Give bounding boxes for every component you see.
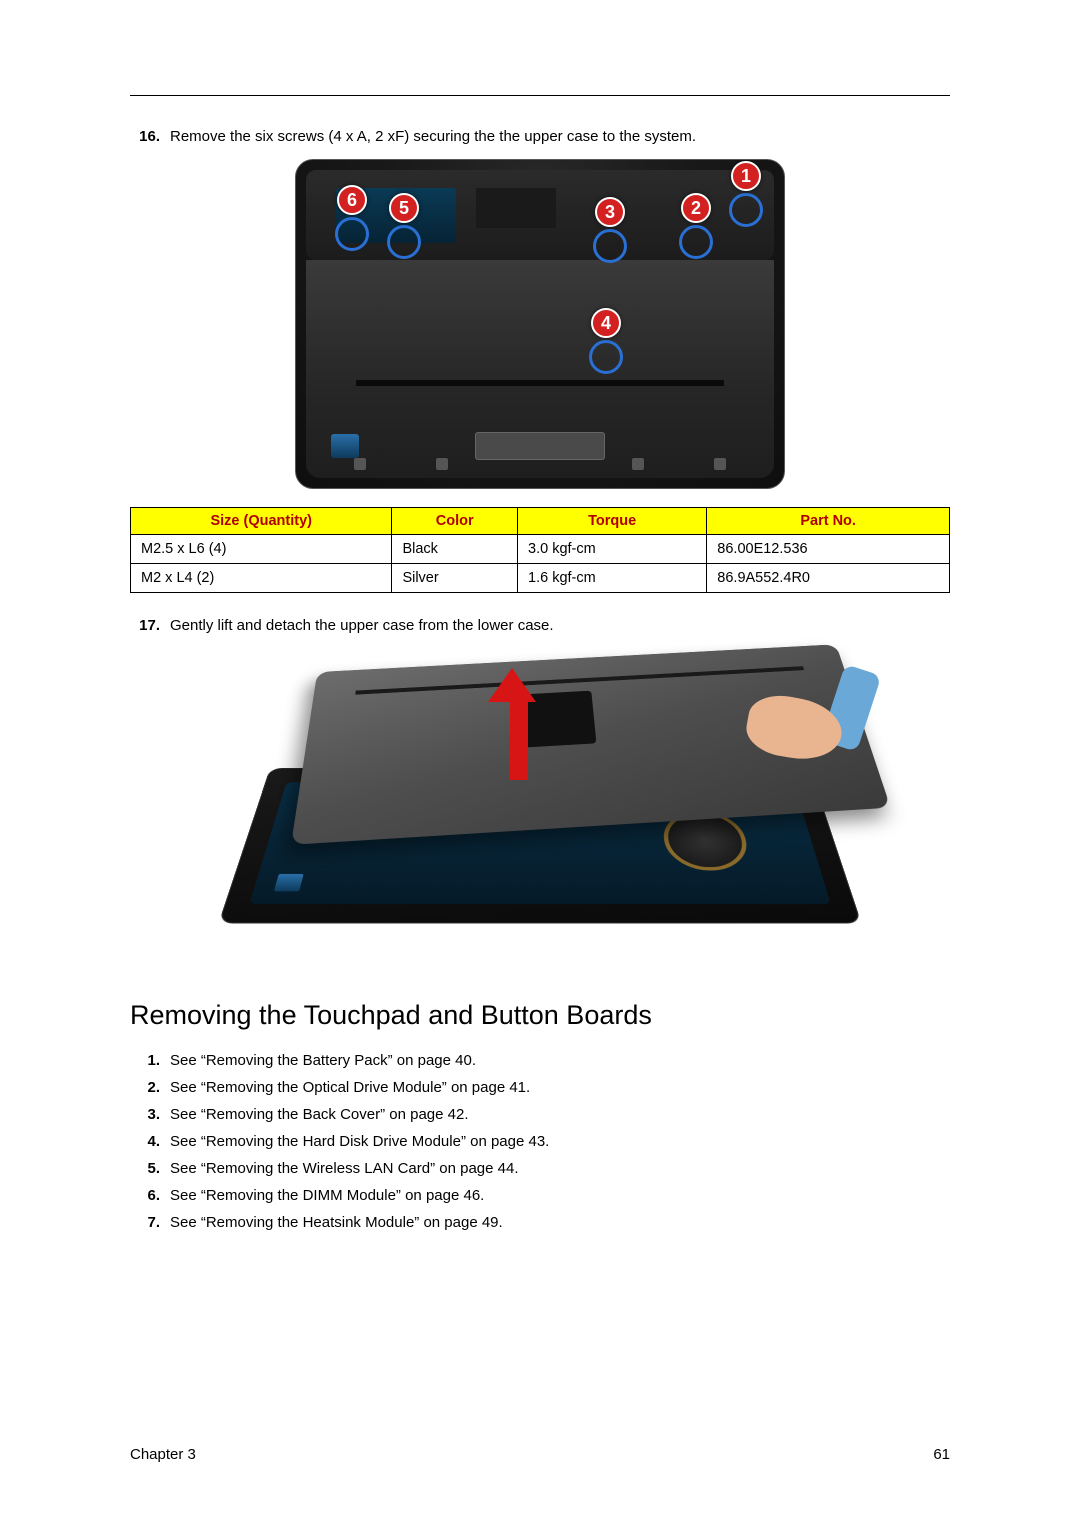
list-item: 5.See “Removing the Wireless LAN Card” o…: [130, 1155, 950, 1182]
figure-upper-case-screws: 123456: [295, 159, 785, 489]
page-footer: Chapter 3 61: [130, 1446, 950, 1463]
callout-1: 1: [731, 161, 761, 191]
footer-page-number: 61: [933, 1446, 950, 1463]
list-item-number: 2.: [130, 1079, 170, 1096]
callout-5: 5: [389, 193, 419, 223]
bumper: [632, 458, 644, 470]
table-cell: 3.0 kgf-cm: [518, 535, 707, 564]
step-number: 17.: [130, 615, 170, 636]
cpu-sticker: [331, 434, 359, 458]
list-item: 2.See “Removing the Optical Drive Module…: [130, 1074, 950, 1101]
table-cell: M2 x L4 (2): [131, 564, 392, 593]
step-text: Gently lift and detach the upper case fr…: [170, 615, 950, 636]
list-item-number: 1.: [130, 1052, 170, 1069]
table-row: M2.5 x L6 (4)Black3.0 kgf-cm86.00E12.536: [131, 535, 950, 564]
figure-1-wrap: 123456: [130, 159, 950, 489]
list-item-text: See “Removing the Hard Disk Drive Module…: [170, 1133, 549, 1150]
list-item-number: 5.: [130, 1160, 170, 1177]
screw-spec-table: Size (Quantity)ColorTorquePart No. M2.5 …: [130, 507, 950, 593]
cpu-sticker: [274, 874, 304, 891]
bumper: [354, 458, 366, 470]
list-item-text: See “Removing the Wireless LAN Card” on …: [170, 1160, 519, 1177]
palmrest: [306, 260, 774, 478]
screw-ring-4: [589, 340, 623, 374]
hand: [743, 690, 847, 766]
step-16: 16. Remove the six screws (4 x A, 2 xF) …: [130, 126, 950, 147]
list-item-number: 6.: [130, 1187, 170, 1204]
touchpad-button-area: [475, 432, 605, 460]
list-item: 4.See “Removing the Hard Disk Drive Modu…: [130, 1128, 950, 1155]
bumper: [714, 458, 726, 470]
step-number: 16.: [130, 126, 170, 147]
list-item-number: 4.: [130, 1133, 170, 1150]
callout-4: 4: [591, 308, 621, 338]
list-item-text: See “Removing the Battery Pack” on page …: [170, 1052, 476, 1069]
screw-ring-6: [335, 217, 369, 251]
list-item-text: See “Removing the Optical Drive Module” …: [170, 1079, 530, 1096]
list-item-number: 7.: [130, 1214, 170, 1231]
table-cell: Black: [392, 535, 518, 564]
screw-ring-5: [387, 225, 421, 259]
table-header-cell: Part No.: [707, 508, 950, 535]
screw-ring-3: [593, 229, 627, 263]
list-item: 6.See “Removing the DIMM Module” on page…: [130, 1182, 950, 1209]
table-header-cell: Torque: [518, 508, 707, 535]
prerequisite-list: 1.See “Removing the Battery Pack” on pag…: [130, 1047, 950, 1236]
list-item: 7.See “Removing the Heatsink Module” on …: [130, 1209, 950, 1236]
screw-ring-1: [729, 193, 763, 227]
table-header-cell: Size (Quantity): [131, 508, 392, 535]
callout-6: 6: [337, 185, 367, 215]
list-item-text: See “Removing the DIMM Module” on page 4…: [170, 1187, 484, 1204]
hand-graphic: [730, 668, 870, 768]
screw-ring-2: [679, 225, 713, 259]
section-heading: Removing the Touchpad and Button Boards: [130, 1000, 950, 1031]
page-content: 16. Remove the six screws (4 x A, 2 xF) …: [0, 0, 1080, 1236]
list-item-text: See “Removing the Back Cover” on page 42…: [170, 1106, 469, 1123]
footer-chapter: Chapter 3: [130, 1446, 196, 1463]
step-17: 17. Gently lift and detach the upper cas…: [130, 615, 950, 636]
bumper: [436, 458, 448, 470]
pcb-mid: [476, 188, 556, 228]
figure-2-wrap: [130, 648, 950, 968]
lift-arrow-icon: [503, 668, 536, 780]
list-item-number: 3.: [130, 1106, 170, 1123]
table-cell: 86.9A552.4R0: [707, 564, 950, 593]
figure-lift-upper-case: [230, 648, 850, 968]
callout-3: 3: [595, 197, 625, 227]
table-header-cell: Color: [392, 508, 518, 535]
step-text: Remove the six screws (4 x A, 2 xF) secu…: [170, 126, 950, 147]
table-cell: 86.00E12.536: [707, 535, 950, 564]
top-rule: [130, 95, 950, 96]
list-item-text: See “Removing the Heatsink Module” on pa…: [170, 1214, 503, 1231]
keyboard-slot: [356, 380, 724, 386]
table-cell: Silver: [392, 564, 518, 593]
callout-2: 2: [681, 193, 711, 223]
table-cell: 1.6 kgf-cm: [518, 564, 707, 593]
list-item: 1.See “Removing the Battery Pack” on pag…: [130, 1047, 950, 1074]
list-item: 3.See “Removing the Back Cover” on page …: [130, 1101, 950, 1128]
table-cell: M2.5 x L6 (4): [131, 535, 392, 564]
table-row: M2 x L4 (2)Silver1.6 kgf-cm86.9A552.4R0: [131, 564, 950, 593]
